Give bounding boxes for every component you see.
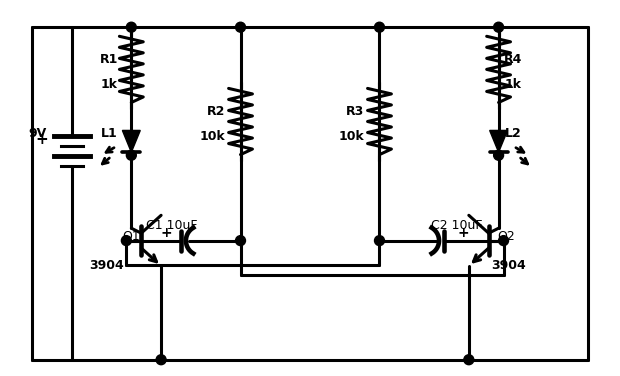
Polygon shape	[122, 130, 140, 152]
Text: 10k: 10k	[200, 130, 226, 143]
Text: C1 10uF: C1 10uF	[146, 219, 197, 232]
Circle shape	[126, 22, 136, 32]
Text: +: +	[458, 226, 469, 240]
Text: 1k: 1k	[101, 78, 118, 91]
Text: R2: R2	[206, 105, 225, 118]
Circle shape	[236, 236, 246, 246]
Text: +: +	[161, 226, 172, 240]
Text: 10k: 10k	[339, 130, 365, 143]
Circle shape	[374, 236, 384, 246]
Text: L1: L1	[101, 127, 118, 140]
Text: Q2: Q2	[498, 229, 515, 242]
Text: +: +	[35, 132, 48, 147]
Circle shape	[494, 150, 503, 160]
Text: C2 10uF: C2 10uF	[431, 219, 482, 232]
Text: 9V: 9V	[28, 127, 46, 140]
Text: Q1: Q1	[123, 229, 140, 242]
Polygon shape	[490, 130, 508, 152]
Circle shape	[156, 355, 166, 365]
Circle shape	[374, 22, 384, 32]
Circle shape	[494, 22, 503, 32]
Text: L2: L2	[505, 127, 522, 140]
Text: R4: R4	[504, 53, 523, 66]
Text: 1k: 1k	[505, 78, 522, 91]
Text: 3904: 3904	[491, 259, 526, 272]
Circle shape	[498, 236, 508, 246]
Circle shape	[236, 22, 246, 32]
Circle shape	[464, 355, 474, 365]
Circle shape	[122, 236, 131, 246]
Text: 3904: 3904	[89, 259, 124, 272]
Circle shape	[126, 150, 136, 160]
Text: R1: R1	[100, 53, 118, 66]
Text: R3: R3	[345, 105, 364, 118]
